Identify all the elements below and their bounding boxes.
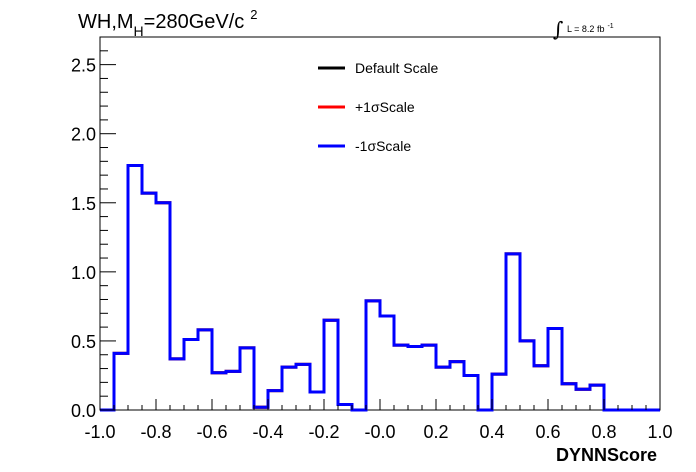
x-tick-label: -0.0 xyxy=(364,422,395,442)
title-main-text: WH,M xyxy=(78,11,134,33)
x-axis-label: DYNNScore xyxy=(556,445,657,465)
legend-label: +1σScale xyxy=(355,99,415,115)
y-tick-label: 1.0 xyxy=(71,263,96,283)
legend-label: -1σScale xyxy=(355,138,411,154)
series-line-0 xyxy=(100,163,660,412)
x-tick-label: 0.4 xyxy=(479,422,504,442)
chart-title: WH,MH=280GeV/c 2 xyxy=(78,7,258,39)
luminosity-integral-symbol: ∫ xyxy=(553,17,563,41)
y-tick-label: 1.5 xyxy=(71,194,96,214)
series-line-2 xyxy=(100,163,660,412)
legend-label: Default Scale xyxy=(355,60,438,76)
x-tick-label: -0.8 xyxy=(140,422,171,442)
title-subscript: H xyxy=(134,23,144,39)
x-tick-label: 0.2 xyxy=(423,422,448,442)
x-tick-label: -0.4 xyxy=(252,422,283,442)
x-tick-label: -0.2 xyxy=(308,422,339,442)
x-tick-label: -1.0 xyxy=(84,422,115,442)
x-tick-label: -0.6 xyxy=(196,422,227,442)
y-tick-label: 2.0 xyxy=(71,125,96,145)
x-tick-label: 1.0 xyxy=(647,422,672,442)
x-tick-label: 0.8 xyxy=(591,422,616,442)
luminosity-text: L = 8.2 fb xyxy=(567,24,604,34)
title-superscript: 2 xyxy=(250,7,257,22)
series-line-1 xyxy=(100,163,660,412)
luminosity-superscript: -1 xyxy=(607,23,613,30)
legend: Default Scale +1σScale -1σScale xyxy=(318,60,438,154)
x-tick-label: 0.6 xyxy=(535,422,560,442)
y-tick-label: 0.5 xyxy=(71,332,96,352)
y-tick-label: 0.0 xyxy=(71,401,96,421)
y-tick-label: 2.5 xyxy=(71,56,96,76)
title-rest-text: =280GeV/c xyxy=(144,11,245,33)
luminosity-label: L = 8.2 fb -1 xyxy=(567,23,614,34)
